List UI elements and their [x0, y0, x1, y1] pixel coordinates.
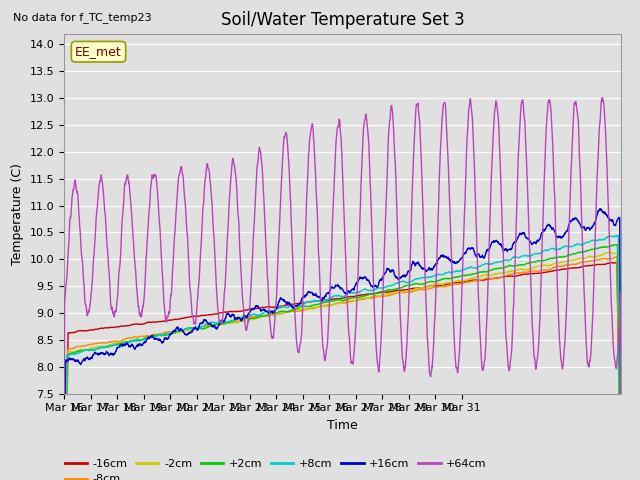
Text: EE_met: EE_met [75, 45, 122, 58]
X-axis label: Time: Time [327, 419, 358, 432]
Legend: -16cm, -8cm, -2cm, +2cm, +8cm, +16cm, +64cm: -16cm, -8cm, -2cm, +2cm, +8cm, +16cm, +6… [60, 455, 491, 480]
Title: Soil/Water Temperature Set 3: Soil/Water Temperature Set 3 [221, 11, 464, 29]
Y-axis label: Temperature (C): Temperature (C) [11, 163, 24, 264]
Text: No data for f_TC_temp23: No data for f_TC_temp23 [13, 12, 152, 23]
